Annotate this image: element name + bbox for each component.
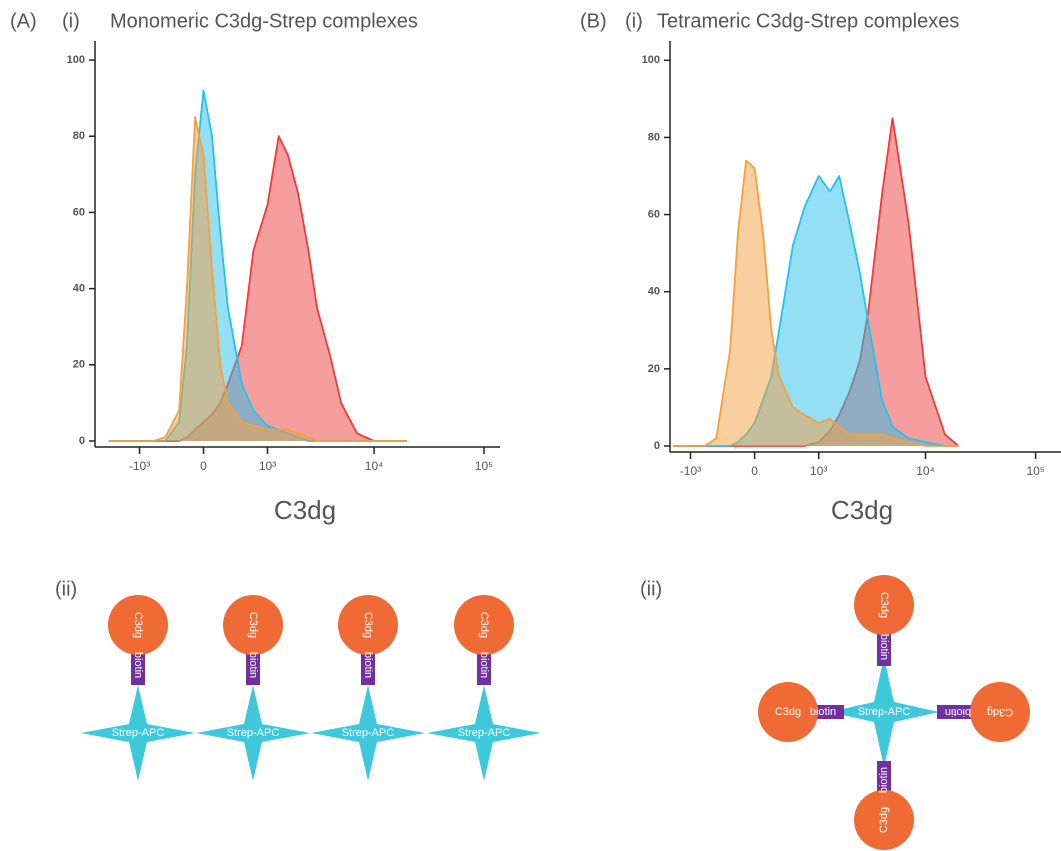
biotin-linker bbox=[877, 628, 891, 666]
linker-label: biotin bbox=[810, 706, 836, 718]
linker-label: biotin bbox=[478, 652, 490, 678]
x-axis-label: C3dg bbox=[831, 495, 893, 525]
biotin-linker bbox=[877, 761, 891, 799]
x-tick-label: 10⁵ bbox=[475, 459, 493, 473]
y-tick-label: 0 bbox=[654, 440, 660, 452]
ligand-label: C3dg bbox=[878, 592, 890, 618]
core-label: Strep-APC bbox=[858, 706, 911, 718]
ligand-label: C3dg bbox=[247, 612, 259, 638]
x-tick-label: 10³ bbox=[810, 464, 827, 478]
linker-label: biotin bbox=[878, 767, 890, 793]
core-label: Strep-APC bbox=[458, 727, 511, 739]
linker-label: biotin bbox=[132, 652, 144, 678]
c3dg-ligand bbox=[108, 595, 168, 655]
y-tick-label: 60 bbox=[648, 208, 660, 220]
x-tick-label: -10³ bbox=[129, 459, 150, 473]
histogram-area bbox=[108, 136, 408, 441]
x-tick-label: 10⁴ bbox=[365, 459, 384, 473]
y-tick-label: 100 bbox=[67, 54, 85, 66]
c3dg-ligand bbox=[223, 595, 283, 655]
core-label: Strep-APC bbox=[342, 727, 395, 739]
biotin-linker bbox=[246, 645, 260, 685]
panel-label: (B) bbox=[580, 10, 607, 32]
chart-title: Monomeric C3dg-Strep complexes bbox=[110, 10, 418, 32]
core-label: Strep-APC bbox=[112, 727, 165, 739]
histogram-area bbox=[672, 118, 959, 446]
panel-part: (ii) bbox=[640, 578, 662, 600]
y-tick-label: 0 bbox=[79, 435, 85, 447]
linker-label: biotin bbox=[878, 634, 890, 660]
ligand-label: C3dg bbox=[987, 706, 1013, 718]
histogram-area bbox=[672, 160, 959, 446]
c3dg-ligand bbox=[854, 790, 914, 850]
c3dg-ligand bbox=[758, 682, 818, 742]
c3dg-ligand bbox=[854, 575, 914, 635]
panel-part: (i) bbox=[625, 10, 643, 32]
x-tick-label: 10⁴ bbox=[916, 464, 935, 478]
histogram-line bbox=[108, 116, 408, 442]
y-tick-label: 20 bbox=[648, 363, 660, 375]
x-tick-label: 10⁵ bbox=[1026, 464, 1044, 478]
panel-part: (i) bbox=[62, 10, 80, 32]
panel-part: (ii) bbox=[55, 578, 77, 600]
x-tick-label: -10³ bbox=[680, 464, 701, 478]
ligand-label: C3dg bbox=[878, 807, 890, 833]
strep-core bbox=[427, 685, 541, 781]
biotin-linker bbox=[937, 705, 979, 719]
y-tick-label: 100 bbox=[642, 54, 660, 66]
biotin-linker bbox=[361, 645, 375, 685]
linker-label: biotin bbox=[945, 706, 971, 718]
ligand-label: C3dg bbox=[132, 612, 144, 638]
strep-core bbox=[196, 685, 310, 781]
x-tick-label: 0 bbox=[200, 459, 207, 473]
c3dg-ligand bbox=[970, 682, 1030, 742]
c3dg-ligand bbox=[454, 595, 514, 655]
linker-label: biotin bbox=[362, 652, 374, 678]
y-tick-label: 80 bbox=[648, 131, 660, 143]
c3dg-ligand bbox=[338, 595, 398, 655]
core-label: Strep-APC bbox=[227, 727, 280, 739]
ligand-label: C3dg bbox=[775, 706, 801, 718]
strep-core bbox=[81, 685, 195, 781]
biotin-linker bbox=[131, 645, 145, 685]
chart-title: Tetrameric C3dg-Strep complexes bbox=[657, 10, 959, 32]
biotin-linker bbox=[477, 645, 491, 685]
ligand-label: C3dg bbox=[362, 612, 374, 638]
histogram-area bbox=[108, 117, 408, 441]
y-tick-label: 40 bbox=[648, 286, 660, 298]
histogram-line bbox=[672, 159, 959, 447]
strep-core bbox=[311, 685, 425, 781]
y-tick-label: 60 bbox=[73, 206, 85, 218]
x-tick-label: 10³ bbox=[259, 459, 276, 473]
linker-label: biotin bbox=[247, 652, 259, 678]
x-axis-label: C3dg bbox=[274, 495, 336, 525]
panel-label: (A) bbox=[10, 10, 37, 32]
y-tick-label: 20 bbox=[73, 359, 85, 371]
strep-core bbox=[829, 657, 939, 767]
ligand-label: C3dg bbox=[478, 612, 490, 638]
histogram-area bbox=[672, 176, 959, 446]
y-tick-label: 40 bbox=[73, 283, 85, 295]
x-tick-label: 0 bbox=[751, 464, 758, 478]
y-tick-label: 80 bbox=[73, 130, 85, 142]
